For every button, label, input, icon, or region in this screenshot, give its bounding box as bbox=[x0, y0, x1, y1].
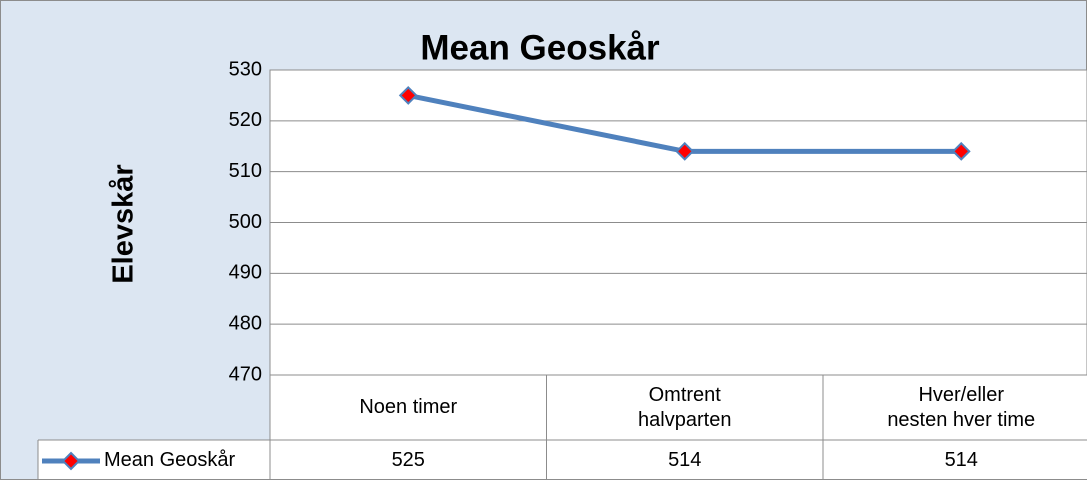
data-table-value: 525 bbox=[391, 448, 425, 471]
y-axis-title: Elevskår bbox=[108, 164, 140, 283]
y-tick-label: 480 bbox=[229, 312, 262, 334]
chart-title: Mean Geoskår bbox=[420, 28, 660, 67]
y-tick-label: 500 bbox=[229, 211, 262, 233]
y-tick-label: 510 bbox=[229, 160, 262, 182]
x-tick-label: Hver/eller nesten hver time bbox=[887, 383, 1036, 431]
x-tick-label: Noen timer bbox=[359, 396, 458, 418]
marker bbox=[951, 141, 971, 161]
marker bbox=[398, 86, 418, 105]
y-tick-label: 520 bbox=[229, 109, 262, 131]
x-tick-label: Omtrent halvparten bbox=[638, 383, 732, 431]
y-tick-label: 490 bbox=[229, 262, 262, 284]
data-table-value: 514 bbox=[944, 448, 978, 471]
data-table-value: 514 bbox=[668, 448, 702, 471]
y-tick-label: 470 bbox=[229, 363, 262, 385]
legend-label: Mean Geoskår bbox=[104, 448, 236, 471]
legend-marker bbox=[61, 451, 81, 471]
y-tick-label: 530 bbox=[229, 58, 262, 80]
data-table bbox=[270, 375, 1087, 480]
marker bbox=[675, 141, 695, 161]
